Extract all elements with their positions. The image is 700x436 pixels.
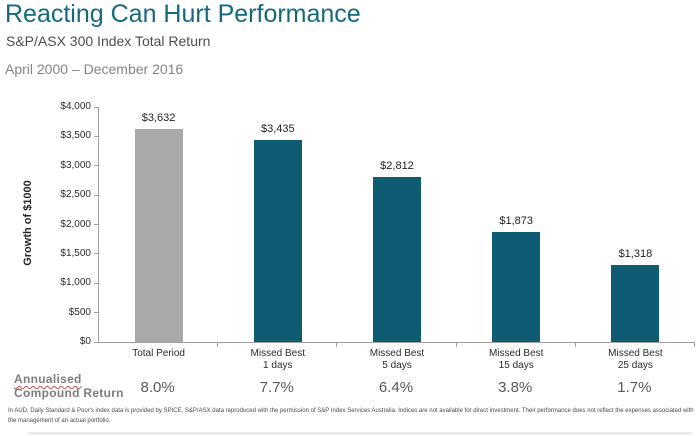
y-tick-mark <box>94 106 98 108</box>
bar-value-label: $3,632 <box>141 111 176 124</box>
bar <box>134 128 183 342</box>
annualised-value: 1.7% <box>617 379 652 396</box>
footnote: In AUD. Daily Standard & Poor's index da… <box>8 408 694 424</box>
annualised-word: Annualised <box>14 372 82 386</box>
bar-value-label: $1,318 <box>618 247 653 260</box>
bar-value-label: $2,812 <box>380 159 414 172</box>
category-label: Total Period <box>132 348 185 359</box>
y-tick-label: $2,500 <box>60 189 91 201</box>
bar <box>492 231 541 342</box>
x-tick-mark <box>217 343 219 347</box>
x-tick-mark <box>455 343 457 347</box>
slide-bottom-edge <box>28 432 692 435</box>
page-title: Reacting Can Hurt Performance <box>5 0 361 28</box>
x-tick-mark <box>574 343 576 347</box>
compound-return-word: Compound Return <box>14 386 124 400</box>
y-tick-mark <box>94 253 98 255</box>
bar <box>253 140 302 342</box>
bar-value-label: $1,873 <box>499 214 534 227</box>
chart-subtitle: S&P/ASX 300 Index Total Return <box>6 33 211 49</box>
y-tick-mark <box>94 282 98 284</box>
bar <box>373 176 421 342</box>
bar-value-label: $3,435 <box>260 123 295 136</box>
y-tick-label: $1,000 <box>60 277 91 289</box>
y-tick-label: $3,000 <box>60 159 91 171</box>
category-label: Missed Best 25 days <box>608 348 663 371</box>
y-tick-label: $0 <box>79 336 91 347</box>
bar <box>611 264 660 342</box>
y-tick-label: $500 <box>68 306 91 318</box>
annualised-value: 8.0% <box>140 379 175 396</box>
category-label: Missed Best 1 days <box>250 348 306 371</box>
y-tick-label: $1,500 <box>60 247 91 259</box>
annualised-values-row: 8.0% 7.7% 6.4% 3.8% 1.7% <box>98 379 694 399</box>
y-tick-mark <box>94 165 98 167</box>
annualised-value: 7.7% <box>259 379 294 396</box>
category-label: Missed Best 5 days <box>369 348 425 371</box>
y-tick-mark <box>94 224 98 225</box>
x-tick-mark <box>694 343 695 347</box>
annualised-value: 3.8% <box>498 379 533 396</box>
y-tick-mark <box>94 341 98 343</box>
annualised-compound-return-label: Annualised Compound Return <box>14 372 124 400</box>
y-tick-mark <box>94 312 98 314</box>
y-tick-label: $2,000 <box>60 218 91 230</box>
y-tick-label: $3,500 <box>60 130 91 142</box>
annualised-value: 6.4% <box>378 379 414 396</box>
date-range: April 2000 – December 2016 <box>5 61 184 77</box>
y-tick-mark <box>94 194 98 196</box>
plot-area: $4,000 $3,500 $3,000 $2,500 $2,000 $1,500 $1,0… <box>60 101 695 371</box>
x-tick-mark <box>336 343 338 347</box>
category-label: Missed Best 15 days <box>488 348 544 371</box>
y-tick-label: $4,000 <box>60 101 91 112</box>
y-tick-mark <box>94 135 98 137</box>
